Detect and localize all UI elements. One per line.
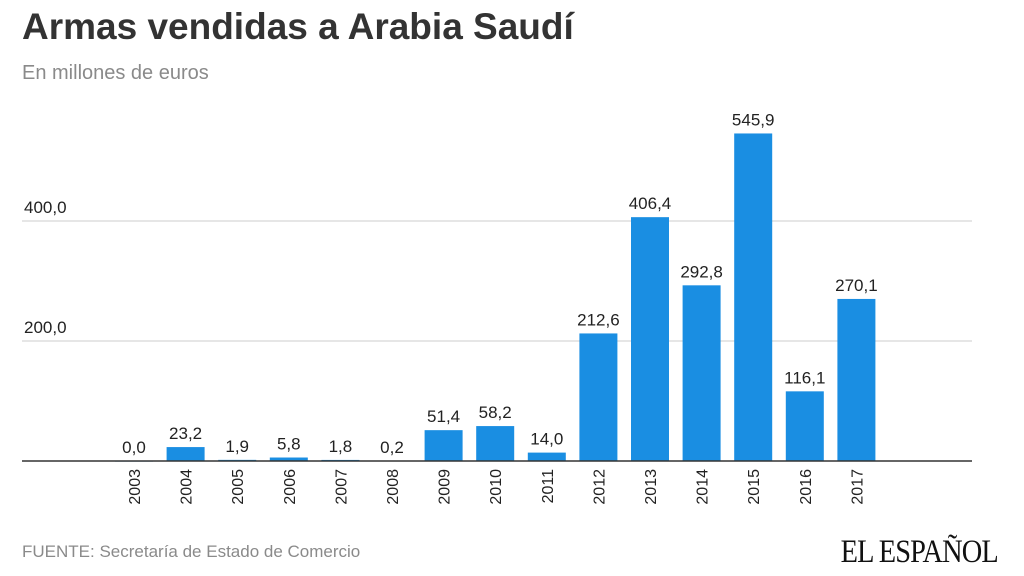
data-label-2015: 545,9 [732,110,775,129]
bar-2014 [682,285,721,461]
data-label-2007: 1,8 [329,437,353,456]
data-label-2010: 58,2 [479,403,512,422]
bar-2016 [785,391,824,461]
data-label-2004: 23,2 [169,424,202,443]
chart-title: Armas vendidas a Arabia Saudí [22,6,574,47]
bar-2013 [631,217,669,461]
x-tick-label: 2004 [179,469,196,505]
x-tick-label: 2015 [746,469,763,505]
bar-2009 [424,430,463,461]
x-tick-label: 2007 [333,469,350,505]
x-tick-label: 2014 [695,469,712,505]
data-label-2013: 406,4 [629,194,672,213]
chart-subtitle: En millones de euros [22,62,209,84]
y-tick-label: 400,0 [24,198,67,217]
data-label-2005: 1,9 [225,437,249,456]
data-label-2014: 292,8 [680,262,723,281]
bar-2011 [527,452,566,461]
x-tick-label: 2009 [437,469,454,505]
x-tick-label: 2008 [385,469,402,505]
x-tick-label: 2010 [488,469,505,505]
bar-2006 [269,457,308,461]
bar-2012 [579,333,618,461]
x-tick-label: 2005 [230,469,247,505]
publisher-logo: EL ESPAÑOL [840,534,999,570]
bar-2017 [837,298,876,461]
data-label-2016: 116,1 [784,368,825,387]
bar-2004 [166,447,205,461]
source-note: FUENTE: Secretaría de Estado de Comercio [22,542,361,561]
y-tick-label: 200,0 [24,318,67,337]
x-tick-label: 2012 [591,469,608,505]
data-label-2017: 270,1 [835,276,878,295]
data-label-2011: 14,0 [530,430,563,449]
data-label-2012: 212,6 [577,310,620,329]
data-label-2008: 0,2 [380,438,404,457]
x-tick-label: 2017 [849,469,866,505]
x-tick-label: 2013 [643,469,660,505]
bar-2010 [476,426,515,461]
data-label-2006: 5,8 [277,435,301,454]
x-tick-label: 2016 [798,469,815,505]
x-tick-label: 2011 [540,469,557,504]
data-label-2003: 0,0 [122,438,146,457]
bar-2015 [734,133,773,461]
data-label-2009: 51,4 [427,407,460,426]
x-tick-label: 2003 [127,469,144,505]
x-tick-label: 2006 [282,469,299,505]
